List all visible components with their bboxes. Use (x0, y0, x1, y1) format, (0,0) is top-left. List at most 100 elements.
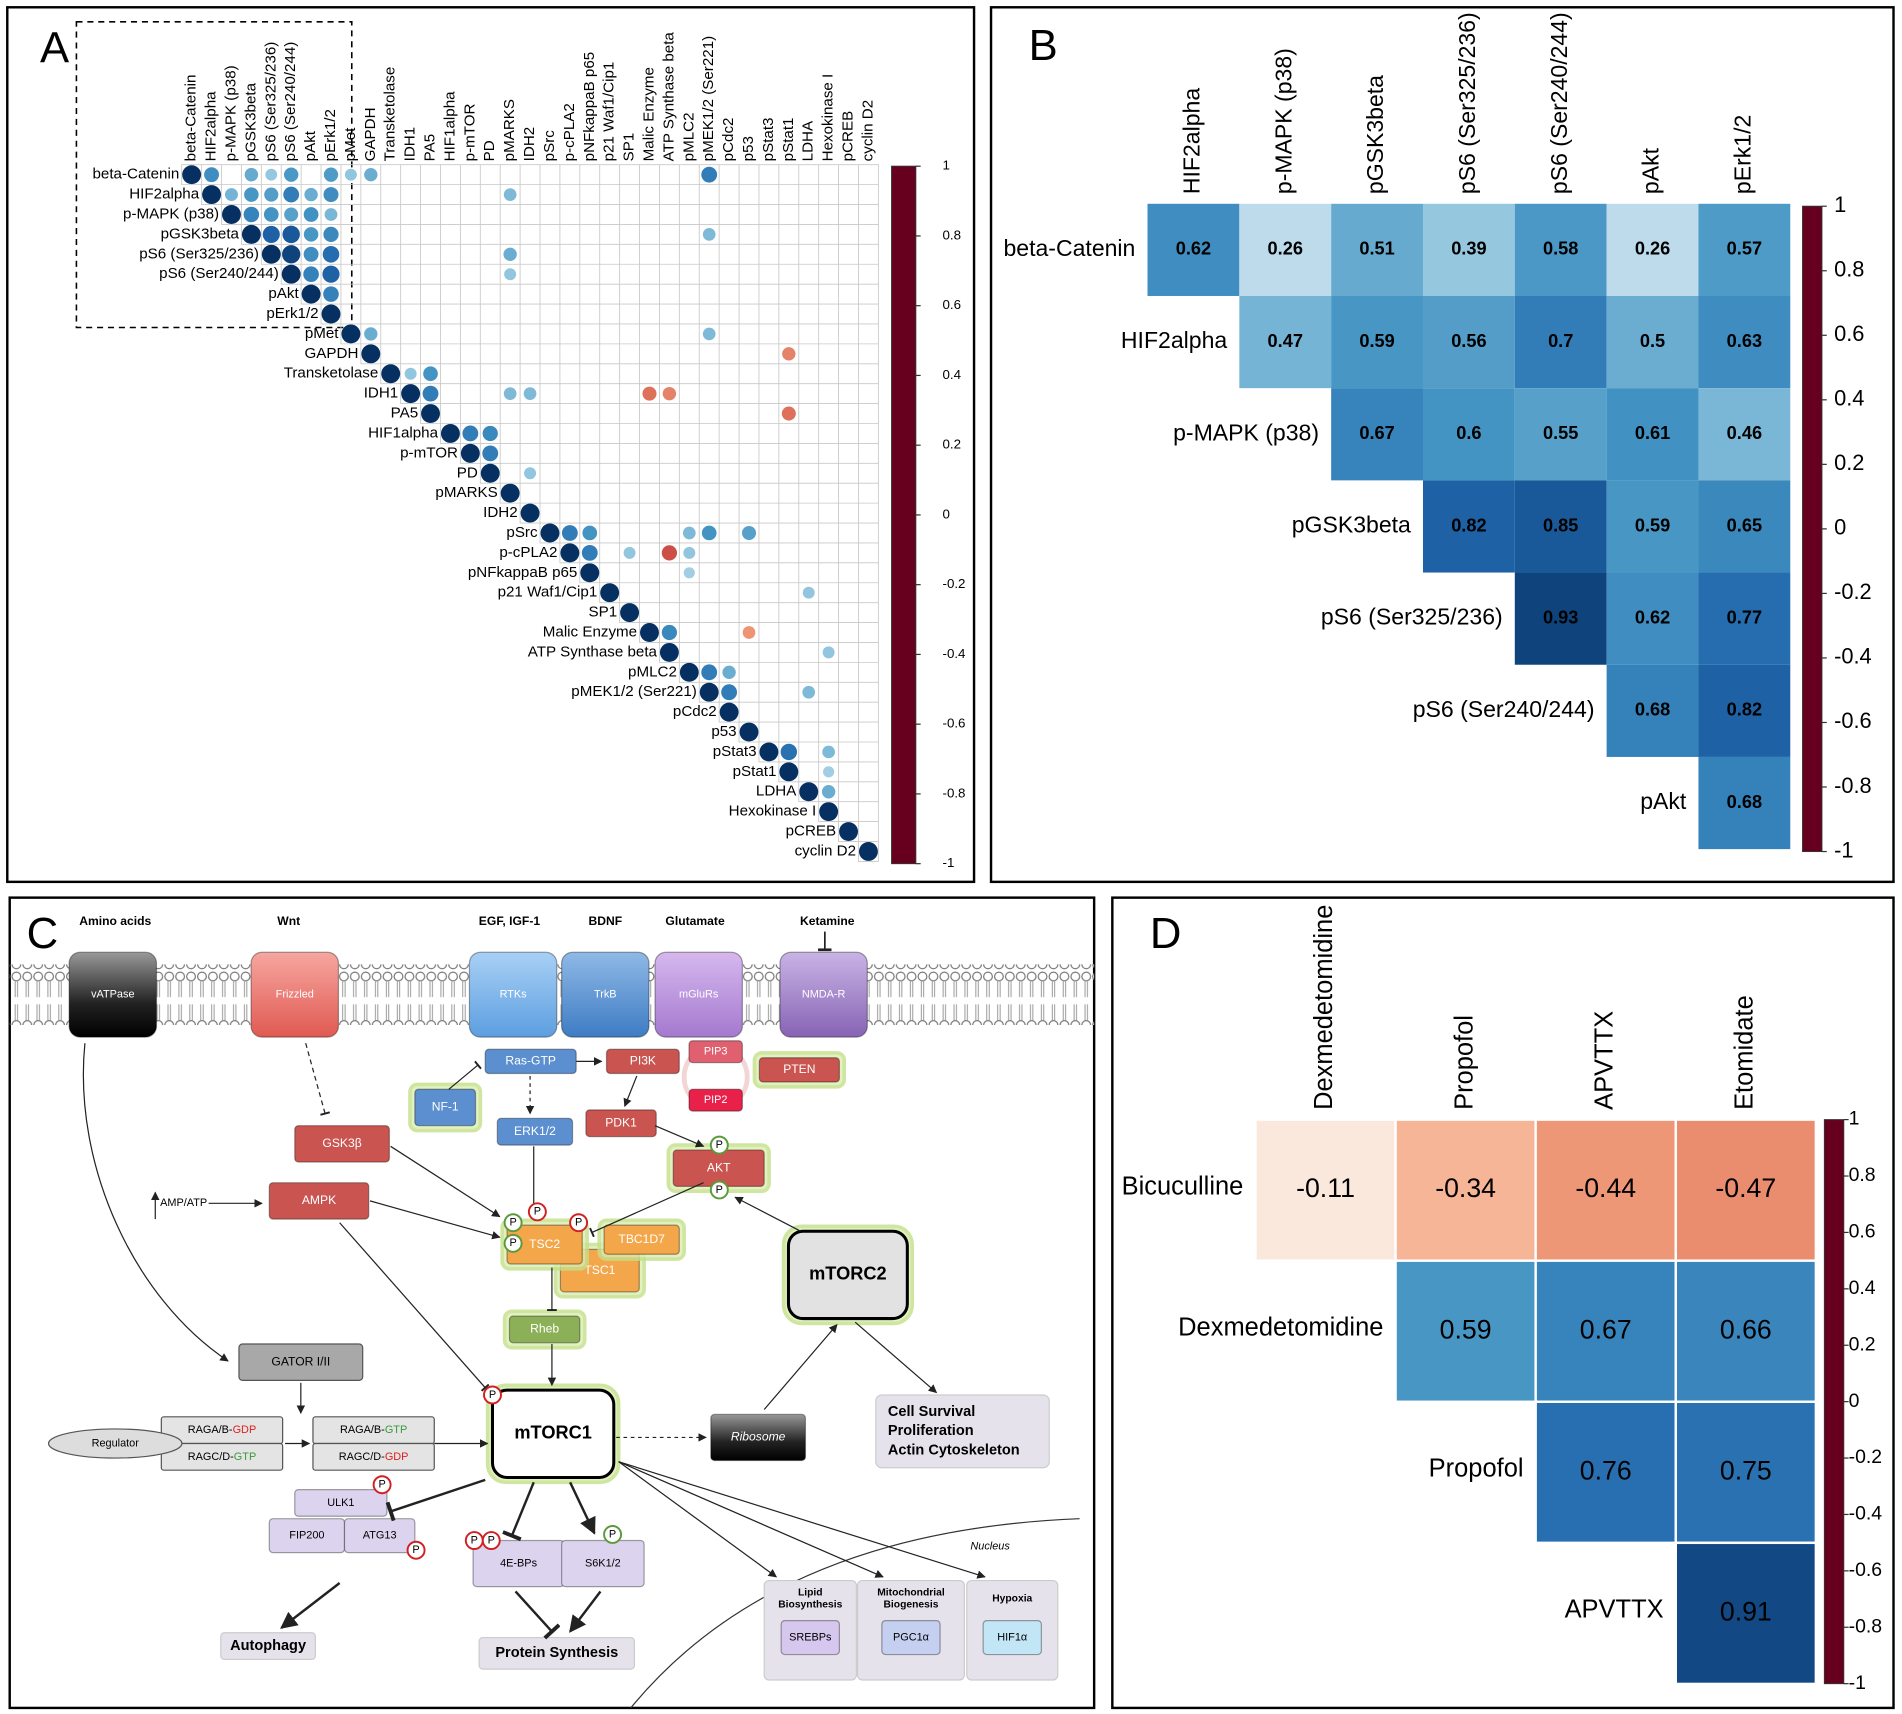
cell-value: 0.5 (1640, 331, 1665, 351)
correlation-dot (303, 266, 319, 283)
correlation-dot (503, 247, 517, 261)
correlation-dot (364, 327, 378, 341)
rag-part: GTP (385, 1424, 407, 1436)
phospho-site (569, 1213, 589, 1233)
correlation-dot (662, 386, 677, 401)
panel-label: B (1029, 21, 1058, 70)
cell-value: 0.65 (1727, 515, 1762, 535)
column-label: p-cPLA2 (561, 103, 578, 161)
column-label: p-mTOR (461, 103, 478, 161)
row-label: pAkt (268, 285, 299, 302)
heatmap-cell (1514, 203, 1607, 296)
correlation-dot (679, 662, 699, 682)
phospho-label: P (509, 1237, 516, 1249)
node (688, 1040, 743, 1064)
receptor (779, 951, 868, 1038)
node (238, 1343, 364, 1382)
pathway-diagram: Amino acids Wnt EGF, IGF-1 BDNF Glutamate Ket… (47, 914, 1080, 1709)
correlation-dot (600, 583, 620, 603)
node-label: TSC2 (529, 1237, 560, 1251)
correlation-dot (283, 167, 299, 182)
node-label: PIP3 (704, 1046, 728, 1058)
colorbar-tick-label: -0.8 (1834, 773, 1872, 798)
node-label: FIP200 (289, 1530, 324, 1542)
phospho-site (483, 1385, 502, 1405)
correlation-dot (802, 685, 816, 699)
correlation-dot (682, 526, 696, 540)
receptor (654, 951, 743, 1038)
correlation-dot (263, 207, 279, 222)
heatmap-cell (1698, 664, 1791, 757)
receptor-label: vATPase (91, 989, 134, 1001)
row-label: Transketolase (284, 365, 379, 382)
phospho-label: P (575, 1217, 582, 1229)
cell-value: 0.51 (1359, 239, 1394, 259)
correlation-dot (323, 226, 339, 243)
colorbar-tick-label: -0.2 (1834, 579, 1872, 604)
node (268, 1182, 370, 1220)
column-label: pStat3 (760, 118, 777, 162)
node-label: GATOR I/II (271, 1354, 330, 1368)
heatmap-cell (1239, 203, 1332, 296)
correlation-dot (284, 207, 299, 222)
receptor (68, 951, 158, 1038)
colorbar-tick-label: -1 (943, 855, 955, 870)
correlation-dot (661, 624, 678, 641)
complex-label: mTORC1 (514, 1423, 591, 1443)
node-label: Regulator (92, 1437, 140, 1449)
correlation-dot (781, 406, 796, 421)
cell-value: 0.55 (1543, 423, 1578, 443)
arrow (623, 1075, 638, 1108)
correlation-dot (460, 443, 480, 463)
colorbar-tick-label: 0.8 (1849, 1164, 1876, 1186)
correlation-dot (540, 523, 560, 543)
heatmap-cell (1331, 203, 1423, 296)
row-label: IDH2 (483, 504, 518, 521)
column-label: pErk1/2 (322, 109, 339, 161)
heatmap-cell (1674, 1118, 1818, 1262)
correlation-dot (620, 603, 640, 623)
column-label: pNFkappaB p65 (581, 52, 598, 162)
cell-value: 0.62 (1176, 239, 1211, 259)
row-label: p21 Waf1/Cip1 (498, 584, 598, 601)
heatmap-cell (1331, 388, 1423, 481)
rag-label: RAGA/B-GDP (188, 1424, 257, 1436)
arrow (502, 1481, 535, 1542)
column-label: cyclin D2 (859, 100, 876, 161)
regulator (47, 1428, 183, 1459)
correlation-dot (244, 167, 259, 182)
cell-value: 0.6 (1456, 423, 1481, 443)
phospho-site (603, 1525, 623, 1544)
colorbar-tick-label: 0.6 (943, 297, 962, 312)
heatmap-cell (1606, 664, 1699, 757)
colorbar-tick-label: 0.8 (943, 227, 962, 242)
row-label: pNFkappaB p65 (468, 564, 578, 581)
phospho-label: P (509, 1217, 516, 1229)
correlation-dot (702, 327, 716, 341)
column-label: Dexmedetomidine (1310, 905, 1338, 1110)
receptor-label: RTKs (500, 989, 528, 1001)
panel-frame (1111, 896, 1895, 1710)
correlation-dot (322, 246, 340, 263)
correlation-dot (324, 208, 338, 221)
cell-value: 0.56 (1451, 331, 1486, 351)
correlation-dot (780, 743, 798, 761)
heatmap-cell (1698, 480, 1791, 573)
column-label: pCdc2 (720, 118, 737, 162)
receptor (561, 951, 650, 1038)
receptor-label: NMDA-R (802, 989, 846, 1001)
node (688, 1088, 743, 1112)
row-label: pMLC2 (628, 663, 677, 680)
row-label: pErk1/2 (266, 305, 318, 322)
correlation-dot (423, 366, 438, 382)
arrow (618, 1461, 884, 1578)
heatmap-cell (1606, 480, 1699, 573)
correlation-dot (480, 463, 500, 483)
column-label: Etomidate (1731, 995, 1759, 1110)
heatmap-cell (1698, 295, 1791, 389)
correlation-dot (582, 525, 598, 541)
phospho-label: P (412, 1544, 419, 1556)
arrow (82, 1043, 229, 1362)
heatmap-cell (1606, 388, 1699, 481)
